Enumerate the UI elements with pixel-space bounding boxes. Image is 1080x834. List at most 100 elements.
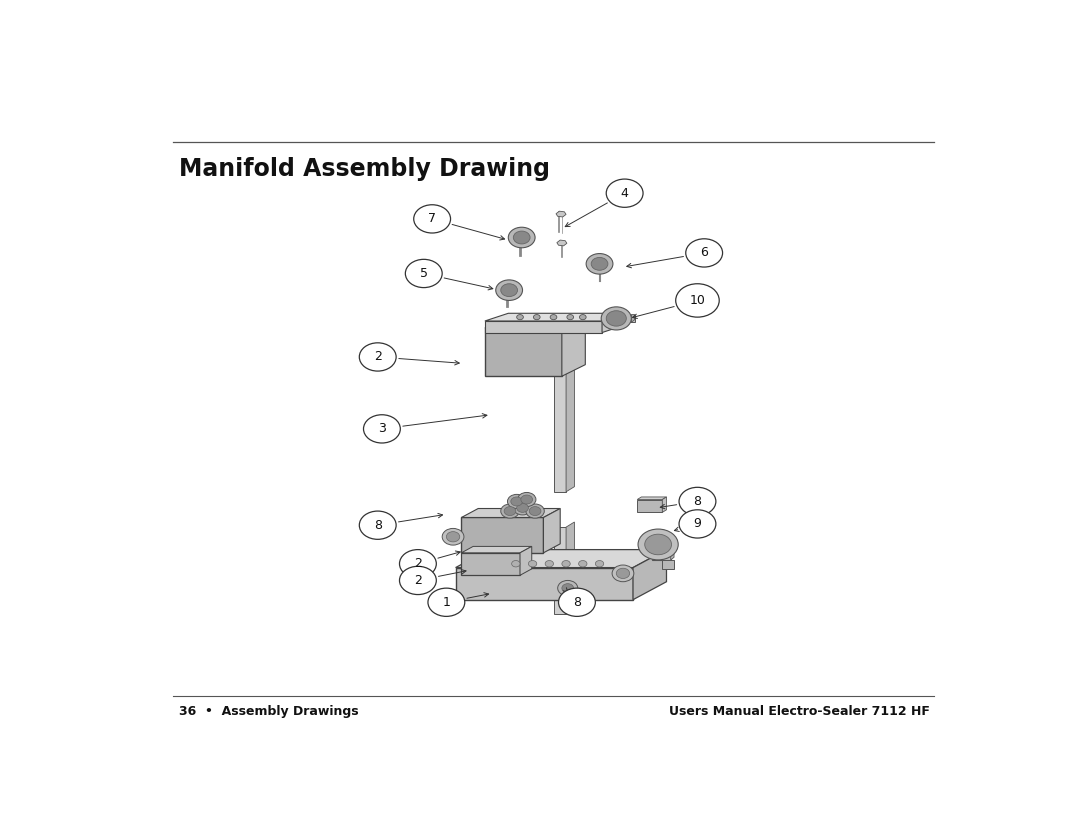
Bar xyxy=(637,500,662,512)
Circle shape xyxy=(516,504,528,512)
Polygon shape xyxy=(566,522,575,614)
Text: 10: 10 xyxy=(689,294,705,307)
Circle shape xyxy=(400,566,436,595)
Circle shape xyxy=(513,231,530,244)
Circle shape xyxy=(504,506,516,515)
Bar xyxy=(485,328,562,376)
Bar xyxy=(554,527,566,614)
Circle shape xyxy=(446,531,460,542)
Polygon shape xyxy=(485,314,625,321)
Polygon shape xyxy=(632,314,635,322)
Text: 36  •  Assembly Drawings: 36 • Assembly Drawings xyxy=(178,705,359,718)
Polygon shape xyxy=(602,314,625,333)
Text: 1: 1 xyxy=(443,595,450,609)
Circle shape xyxy=(567,314,573,319)
Bar xyxy=(662,560,674,569)
Circle shape xyxy=(676,284,719,317)
Polygon shape xyxy=(566,319,575,492)
Circle shape xyxy=(591,258,608,270)
Circle shape xyxy=(606,311,626,326)
Polygon shape xyxy=(633,550,666,600)
Circle shape xyxy=(679,487,716,515)
Polygon shape xyxy=(662,497,666,512)
Circle shape xyxy=(360,343,396,371)
Bar xyxy=(461,553,521,575)
Text: Manifold Assembly Drawing: Manifold Assembly Drawing xyxy=(178,157,550,181)
Bar xyxy=(594,264,606,272)
Circle shape xyxy=(579,560,588,567)
Circle shape xyxy=(529,506,541,515)
Circle shape xyxy=(562,584,573,593)
Circle shape xyxy=(612,565,634,582)
Circle shape xyxy=(360,511,396,540)
Circle shape xyxy=(558,588,595,616)
Text: 7: 7 xyxy=(428,213,436,225)
Text: 5: 5 xyxy=(420,267,428,280)
Polygon shape xyxy=(562,315,585,376)
Bar xyxy=(652,545,671,560)
Circle shape xyxy=(517,492,536,506)
Polygon shape xyxy=(543,509,561,553)
Text: 2: 2 xyxy=(374,350,381,364)
Polygon shape xyxy=(652,542,674,545)
Text: Users Manual Electro-Sealer 7112 HF: Users Manual Electro-Sealer 7112 HF xyxy=(670,705,930,718)
Bar xyxy=(456,568,633,600)
Circle shape xyxy=(526,504,544,518)
Circle shape xyxy=(545,560,554,567)
Polygon shape xyxy=(456,550,666,568)
Polygon shape xyxy=(485,315,585,328)
Bar xyxy=(485,321,602,333)
Circle shape xyxy=(364,414,401,443)
Bar xyxy=(516,238,528,246)
Circle shape xyxy=(414,205,450,233)
Circle shape xyxy=(645,535,672,555)
Text: 3: 3 xyxy=(378,422,386,435)
Circle shape xyxy=(617,568,630,579)
Circle shape xyxy=(496,280,523,300)
Text: 6: 6 xyxy=(700,246,708,259)
Circle shape xyxy=(606,179,643,208)
Circle shape xyxy=(516,314,524,319)
Bar xyxy=(461,517,543,553)
Polygon shape xyxy=(637,497,666,500)
Polygon shape xyxy=(521,546,531,575)
Circle shape xyxy=(512,560,521,567)
Circle shape xyxy=(679,510,716,538)
Circle shape xyxy=(686,239,723,267)
Circle shape xyxy=(602,307,632,330)
Text: 4: 4 xyxy=(621,187,629,199)
Text: 2: 2 xyxy=(414,574,422,587)
Circle shape xyxy=(638,529,678,560)
Circle shape xyxy=(580,314,586,319)
Circle shape xyxy=(508,495,526,509)
Polygon shape xyxy=(557,240,567,246)
Circle shape xyxy=(595,560,604,567)
Text: 8: 8 xyxy=(572,595,581,609)
Circle shape xyxy=(557,580,578,595)
Circle shape xyxy=(511,497,523,506)
Circle shape xyxy=(501,284,517,297)
Circle shape xyxy=(562,560,570,567)
Circle shape xyxy=(400,550,436,578)
Polygon shape xyxy=(461,509,561,517)
Circle shape xyxy=(528,560,537,567)
Bar xyxy=(617,314,635,322)
Circle shape xyxy=(428,588,464,616)
Text: 2: 2 xyxy=(414,557,422,570)
Text: 8: 8 xyxy=(374,519,381,532)
Text: 8: 8 xyxy=(693,495,702,508)
Circle shape xyxy=(405,259,442,288)
Bar xyxy=(504,290,515,297)
Bar xyxy=(554,324,566,492)
Polygon shape xyxy=(461,546,531,553)
Polygon shape xyxy=(671,542,674,560)
Circle shape xyxy=(442,529,464,545)
Circle shape xyxy=(513,500,531,515)
Circle shape xyxy=(509,227,535,248)
Circle shape xyxy=(550,314,557,319)
Text: 9: 9 xyxy=(693,517,701,530)
Circle shape xyxy=(586,254,613,274)
Circle shape xyxy=(521,495,532,504)
Polygon shape xyxy=(556,211,566,217)
Circle shape xyxy=(501,504,519,518)
